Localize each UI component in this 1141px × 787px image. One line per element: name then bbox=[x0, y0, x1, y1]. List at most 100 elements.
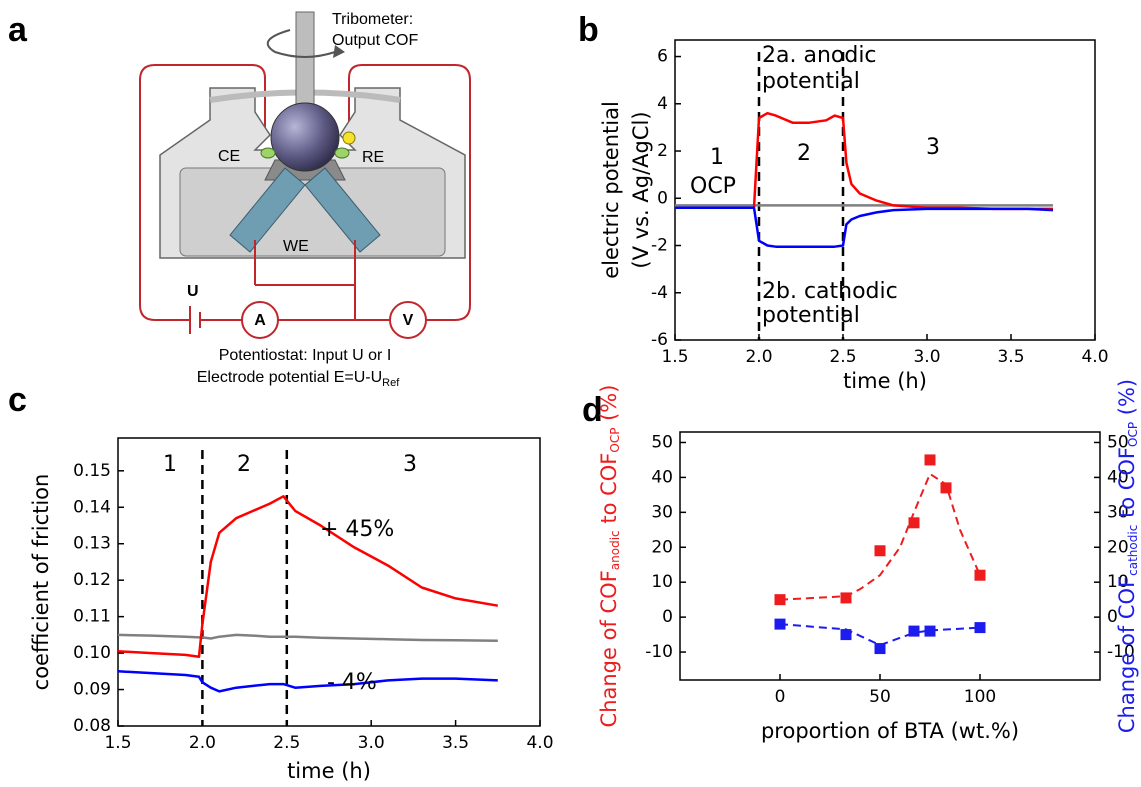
series-line bbox=[675, 206, 1054, 248]
panel-label: a bbox=[8, 11, 28, 49]
x-tick-label: 0 bbox=[775, 687, 786, 707]
y-tick-label: 0.13 bbox=[73, 534, 111, 554]
label-subscript: OCP bbox=[1126, 422, 1140, 447]
y2-tick-label: 10 bbox=[1107, 572, 1129, 592]
annotation: 2 bbox=[797, 141, 811, 166]
y-tick-label: 0.12 bbox=[73, 570, 111, 590]
y2-tick-label: 50 bbox=[1107, 432, 1129, 452]
annotation: 3 bbox=[403, 452, 417, 477]
label-part: (%) bbox=[1115, 379, 1139, 422]
ball bbox=[270, 102, 340, 172]
annotation: - 4% bbox=[327, 670, 377, 695]
y2-tick-label: 30 bbox=[1107, 502, 1129, 522]
y2-tick-label: 40 bbox=[1107, 467, 1129, 487]
label-subscript: OCP bbox=[608, 428, 622, 453]
fit-line bbox=[779, 623, 981, 647]
rotation-arrow-head bbox=[333, 45, 345, 58]
x-tick-label: 1.5 bbox=[661, 347, 688, 367]
chart-panel: c 1.5 2.0 2.5 3.0 3.5 4.0 0.08 0.09 0.10 0.11 0.12 0… bbox=[8, 381, 554, 783]
point bbox=[974, 569, 986, 581]
plot-frame bbox=[679, 431, 1101, 681]
x-tick-label: 3.5 bbox=[442, 733, 469, 753]
y2-tick-label: -10 bbox=[1107, 642, 1135, 662]
x-tick-label: 2.5 bbox=[829, 347, 856, 367]
rotation-arrow bbox=[266, 29, 336, 58]
y-tick-label: -4 bbox=[651, 283, 668, 303]
y-tick-label: 0.10 bbox=[73, 643, 111, 663]
point bbox=[924, 454, 936, 466]
chart-panel: d 0 50 100 -10 0 10 20 30 40 50 -10 0 10 20 30 40 50 propo… bbox=[582, 379, 1140, 743]
diagram-label: Tribometer: bbox=[332, 11, 413, 28]
point bbox=[874, 545, 886, 557]
annotation: OCP bbox=[690, 174, 736, 199]
annotation: potential bbox=[762, 69, 860, 94]
plot-frame bbox=[117, 437, 541, 727]
label-part: (%) bbox=[597, 385, 621, 428]
annotation: 3 bbox=[926, 135, 940, 160]
reference-electrode bbox=[342, 131, 356, 145]
y2-tick-label: 20 bbox=[1107, 537, 1129, 557]
x-tick-label: 3.5 bbox=[997, 347, 1024, 367]
label-subscript: cathodic bbox=[1126, 525, 1140, 576]
y-tick-label: 0.15 bbox=[73, 461, 111, 481]
series-line bbox=[117, 670, 498, 693]
y-tick-label: 0 bbox=[662, 607, 673, 627]
point bbox=[908, 625, 920, 637]
point bbox=[774, 594, 786, 606]
y-tick-label: 0.14 bbox=[73, 497, 111, 517]
y-tick-label: 6 bbox=[657, 47, 668, 67]
point bbox=[874, 643, 886, 655]
panel-label: c bbox=[8, 381, 27, 419]
annotation: + 45% bbox=[320, 517, 394, 542]
x-tick-label: 3.0 bbox=[913, 347, 940, 367]
annotation: 1 bbox=[710, 145, 724, 170]
plot-frame bbox=[674, 39, 1096, 341]
setup-diagram: a Tribometer: Output COF CE RE WE U A V … bbox=[8, 11, 471, 389]
y-axis-label: Change of COFanodic to COFOCP (%) bbox=[597, 385, 622, 728]
annotation: 2a. anodic bbox=[762, 43, 877, 68]
x-tick-label: 2.5 bbox=[273, 733, 300, 753]
we-arm bbox=[304, 167, 381, 253]
x-axis-label: proportion of BTA (wt.%) bbox=[761, 719, 1019, 743]
y-axis-label: (V vs. Ag/AgCl) bbox=[629, 111, 653, 268]
point bbox=[908, 517, 920, 529]
circuit-wire bbox=[139, 64, 471, 321]
x-tick-label: 100 bbox=[964, 687, 996, 707]
y-axis-label: coefficient of friction bbox=[29, 474, 53, 691]
x-tick-label: 50 bbox=[869, 687, 891, 707]
y2-tick-label: 0 bbox=[1107, 607, 1118, 627]
diagram-label: WE bbox=[283, 238, 309, 255]
diagram-label: Potentiostat: Input U or I bbox=[219, 347, 392, 364]
y-tick-label: 50 bbox=[651, 432, 673, 452]
diagram-label: CE bbox=[218, 148, 240, 165]
diagram-label: U bbox=[187, 283, 199, 300]
annotation: 1 bbox=[163, 452, 177, 477]
label-part: Change of COF bbox=[597, 570, 621, 727]
chart-panel: b 1.5 2.0 2.5 3.0 3.5 4.0 -6 -4 -2 0 2 4 6 time (h) ele… bbox=[578, 11, 1109, 393]
diagram-label: Output COF bbox=[332, 32, 418, 49]
diagram-subscript: Ref bbox=[382, 377, 400, 389]
point bbox=[774, 618, 786, 630]
y-tick-label: -10 bbox=[645, 642, 673, 662]
point bbox=[840, 592, 852, 604]
fit-line bbox=[779, 472, 981, 601]
diagram-label: Electrode potential E=U-U bbox=[197, 369, 382, 386]
panel-label: b bbox=[578, 11, 599, 49]
x-tick-label: 2.0 bbox=[745, 347, 772, 367]
label-subscript: anodic bbox=[608, 530, 622, 570]
y-axis-label: electric potential bbox=[599, 101, 623, 279]
counter-electrode bbox=[260, 147, 276, 159]
y-tick-label: 0.08 bbox=[73, 716, 111, 736]
y-tick-label: 0.11 bbox=[73, 607, 111, 627]
diagram-label: Electrode potential E=U-URef bbox=[197, 369, 400, 389]
series-line bbox=[117, 495, 499, 658]
x-axis-label: time (h) bbox=[843, 369, 927, 393]
annotation: 2 bbox=[237, 452, 251, 477]
annotation: potential bbox=[762, 303, 860, 328]
y-tick-label: 30 bbox=[651, 502, 673, 522]
y-tick-label: 4 bbox=[657, 94, 668, 114]
x-tick-label: 1.5 bbox=[104, 733, 131, 753]
annotation: 2b. cathodic bbox=[762, 279, 898, 304]
y-tick-label: 20 bbox=[651, 537, 673, 557]
